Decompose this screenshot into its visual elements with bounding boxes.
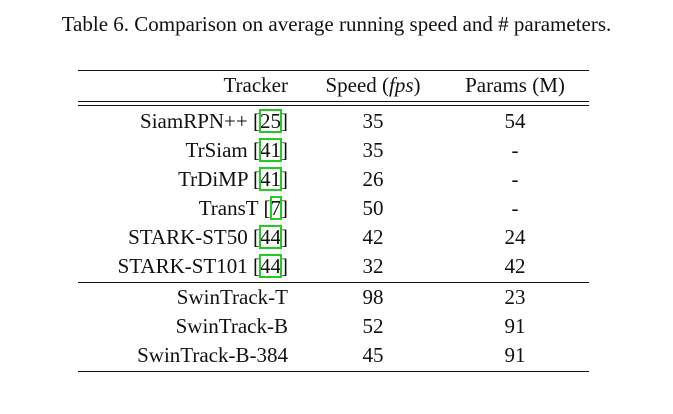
tracker-name: STARK-ST101: [117, 254, 248, 278]
citation-link[interactable]: 7: [269, 196, 282, 220]
citation-link[interactable]: 44: [259, 225, 282, 249]
tracker-cell: SiamRPN++ [25]: [140, 107, 288, 136]
tracker-name: SiamRPN++: [140, 109, 248, 133]
params-cell: -: [511, 138, 519, 162]
header-params: Params (M): [465, 73, 565, 97]
tracker-cell: STARK-ST101 [44]: [118, 252, 288, 281]
tracker-name: SwinTrack-T: [176, 285, 288, 309]
params-cell: 91: [504, 343, 526, 367]
tracker-name: TrDiMP: [178, 167, 248, 191]
citation-close-bracket: ]: [281, 225, 288, 249]
tracker-cell: SwinTrack-T: [177, 283, 288, 312]
tracker-cell: TrSiam [41]: [185, 136, 288, 165]
header-speed: Speed (fps): [325, 73, 421, 97]
speed-cell: 26: [362, 167, 384, 191]
citation-open-bracket: [: [247, 254, 260, 278]
citation-open-bracket: [: [258, 196, 271, 220]
speed-cell: 35: [362, 138, 384, 162]
table-caption: Table 6. Comparison on average running s…: [61, 12, 612, 36]
header-double-rule-bottom: [78, 105, 589, 106]
params-cell: -: [511, 167, 519, 191]
tracker-name: SwinTrack-B: [175, 314, 288, 338]
tracker-name: TrSiam: [185, 138, 248, 162]
citation-close-bracket: ]: [281, 138, 288, 162]
top-rule: [78, 70, 589, 71]
tracker-name: STARK-ST50: [128, 225, 248, 249]
params-cell: 54: [504, 109, 526, 133]
table-row: SwinTrack-B 52 91: [0, 312, 673, 341]
citation-open-bracket: [: [247, 138, 260, 162]
citation-open-bracket: [: [247, 167, 260, 191]
citation-close-bracket: ]: [281, 254, 288, 278]
tracker-name: TransT: [198, 196, 259, 220]
speed-cell: 35: [362, 109, 384, 133]
header-tracker: Tracker: [223, 73, 288, 97]
header-double-rule-top: [78, 101, 589, 102]
table-header-row: Tracker Speed (fps) Params (M): [0, 71, 673, 100]
tracker-cell: SwinTrack-B: [176, 312, 288, 341]
tracker-cell: STARK-ST50 [44]: [128, 223, 288, 252]
speed-cell: 45: [362, 343, 384, 367]
tracker-cell: SwinTrack-B-384: [137, 341, 288, 370]
citation-link[interactable]: 41: [259, 138, 282, 162]
speed-cell: 50: [362, 196, 384, 220]
params-cell: 23: [504, 285, 526, 309]
citation-close-bracket: ]: [281, 109, 288, 133]
table-row: SwinTrack-B-384 45 91: [0, 341, 673, 370]
table-row: STARK-ST50 [44] 42 24: [0, 223, 673, 252]
citation-link[interactable]: 25: [259, 109, 282, 133]
citation-close-bracket: ]: [281, 167, 288, 191]
params-cell: -: [511, 196, 519, 220]
table-row: SiamRPN++ [25] 35 54: [0, 107, 673, 136]
speed-cell: 32: [362, 254, 384, 278]
params-cell: 42: [504, 254, 526, 278]
params-cell: 91: [504, 314, 526, 338]
speed-cell: 98: [362, 285, 384, 309]
table-row: TrDiMP [41] 26 -: [0, 165, 673, 194]
citation-open-bracket: [: [247, 109, 260, 133]
group-separator-rule: [78, 282, 589, 283]
table-row: STARK-ST101 [44] 32 42: [0, 252, 673, 281]
citation-link[interactable]: 41: [259, 167, 282, 191]
citation-close-bracket: ]: [281, 196, 288, 220]
params-cell: 24: [504, 225, 526, 249]
speed-cell: 42: [362, 225, 384, 249]
tracker-name: SwinTrack-B-384: [137, 343, 288, 367]
citation-link[interactable]: 44: [259, 254, 282, 278]
tracker-cell: TransT [7]: [199, 194, 288, 223]
bottom-rule: [78, 371, 589, 372]
table-row: TrSiam [41] 35 -: [0, 136, 673, 165]
table-row: TransT [7] 50 -: [0, 194, 673, 223]
citation-open-bracket: [: [247, 225, 260, 249]
table-row: SwinTrack-T 98 23: [0, 283, 673, 312]
tracker-cell: TrDiMP [41]: [178, 165, 288, 194]
speed-cell: 52: [362, 314, 384, 338]
